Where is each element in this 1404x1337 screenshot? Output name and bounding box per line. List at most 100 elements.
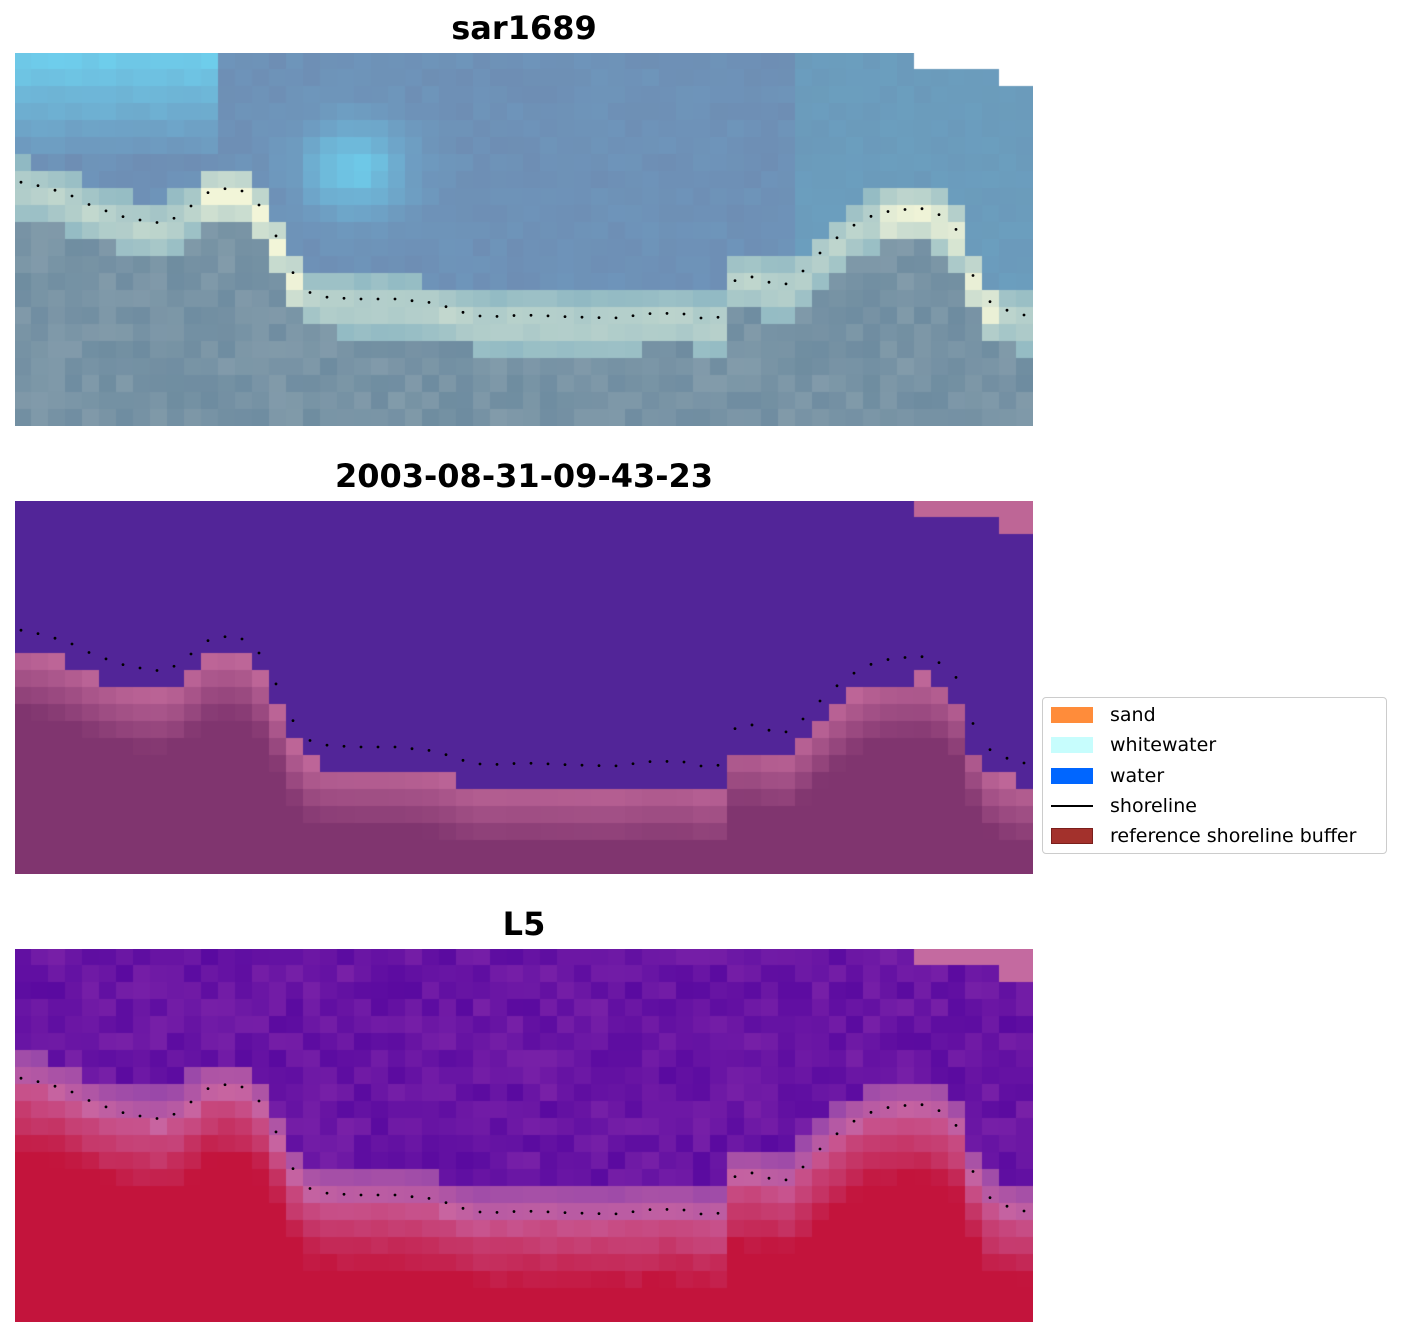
- legend-label: water: [1110, 765, 1165, 787]
- shoreline-point: [733, 727, 737, 730]
- shoreline-point: [869, 662, 873, 666]
- classification-image: [15, 501, 1033, 874]
- shoreline-overlay: [19, 1076, 1026, 1216]
- shoreline-point: [716, 763, 720, 767]
- shoreline-point: [580, 315, 584, 319]
- shoreline-point: [665, 312, 669, 315]
- shoreline-point: [257, 1099, 261, 1103]
- shoreline-point: [240, 1085, 244, 1089]
- shoreline-point: [920, 655, 924, 659]
- shoreline-point: [835, 1132, 839, 1136]
- shoreline-point: [869, 1110, 873, 1114]
- shoreline-point: [767, 280, 771, 284]
- shoreline-point: [699, 316, 703, 320]
- shoreline-point: [886, 658, 890, 661]
- shoreline-point: [954, 228, 958, 231]
- legend-label: reference shoreline buffer: [1110, 825, 1357, 847]
- shoreline-point: [1005, 756, 1009, 760]
- reference-buffer-swatch: [1051, 828, 1093, 844]
- legend-item-reference-buffer: reference shoreline buffer: [1051, 824, 1356, 848]
- shoreline-point: [886, 1106, 890, 1109]
- legend-item-shoreline: shoreline: [1051, 794, 1197, 818]
- shoreline-point: [495, 315, 499, 318]
- shoreline-point: [971, 274, 975, 277]
- shoreline-point: [614, 1212, 618, 1216]
- shoreline-point: [172, 664, 176, 668]
- shoreline-point: [682, 760, 686, 764]
- shoreline-point: [291, 1167, 295, 1170]
- shoreline-point: [155, 669, 159, 672]
- shoreline-point: [682, 312, 686, 316]
- shoreline-point: [801, 717, 805, 721]
- legend-item-sand: sand: [1051, 703, 1156, 727]
- shoreline-point: [784, 730, 788, 734]
- shoreline-point: [53, 188, 57, 192]
- shoreline-point: [1022, 1209, 1026, 1213]
- shoreline-point: [1022, 313, 1026, 317]
- shoreline-point: [138, 1114, 142, 1118]
- shoreline-point: [631, 1210, 635, 1214]
- shoreline-point: [478, 1210, 482, 1214]
- shoreline-point: [70, 1090, 74, 1094]
- shoreline-point: [410, 299, 414, 303]
- shoreline-point: [325, 1191, 329, 1195]
- shoreline-point: [342, 1192, 346, 1196]
- shoreline-point: [648, 760, 652, 764]
- shoreline-point: [223, 635, 227, 639]
- shoreline-point: [495, 1211, 499, 1214]
- shoreline-point: [104, 657, 108, 661]
- shoreline-point: [699, 1212, 703, 1216]
- shoreline-point: [19, 1076, 23, 1080]
- shoreline-point: [597, 316, 601, 319]
- shoreline-point: [342, 296, 346, 300]
- shoreline-point: [954, 676, 958, 679]
- shoreline-point: [563, 763, 567, 766]
- shoreline-point: [614, 316, 618, 320]
- panel-title-rgb: sar1689: [451, 9, 597, 47]
- shoreline-point: [1005, 1204, 1009, 1208]
- shoreline-point: [648, 1208, 652, 1212]
- shoreline-point: [393, 1193, 397, 1197]
- shoreline-point: [376, 297, 380, 301]
- shoreline-point: [342, 744, 346, 748]
- shoreline-point: [138, 218, 142, 222]
- shoreline-point: [784, 1178, 788, 1182]
- shoreline-point: [223, 1083, 227, 1087]
- shoreline-point: [19, 628, 23, 632]
- shoreline-point: [172, 216, 176, 220]
- shoreline-point: [971, 722, 975, 725]
- shoreline-point: [716, 1211, 720, 1215]
- shoreline-point: [801, 269, 805, 273]
- index-image-panel: [15, 949, 1033, 1322]
- shoreline-point: [648, 312, 652, 316]
- shoreline-point: [104, 209, 108, 213]
- shoreline-point: [937, 213, 941, 217]
- shoreline-point: [988, 300, 992, 304]
- shoreline-point: [478, 314, 482, 318]
- shoreline-point: [937, 661, 941, 665]
- shoreline-point: [53, 1084, 57, 1088]
- shoreline-point: [393, 745, 397, 749]
- shoreline-point: [597, 764, 601, 767]
- shoreline-point: [427, 749, 431, 752]
- shoreline-point: [36, 1080, 40, 1083]
- shoreline-point: [920, 1103, 924, 1107]
- shoreline-point: [546, 314, 550, 318]
- shoreline-point: [240, 189, 244, 193]
- shoreline-point: [750, 1171, 754, 1175]
- shoreline-point: [70, 642, 74, 646]
- shoreline-point: [36, 184, 40, 188]
- shoreline-point: [87, 203, 91, 206]
- shoreline-point: [444, 305, 448, 309]
- shoreline-point: [852, 671, 856, 675]
- shoreline-point: [665, 760, 669, 763]
- shoreline-point: [699, 764, 703, 768]
- water-swatch: [1051, 768, 1093, 784]
- rgb-image-panel: [15, 53, 1033, 426]
- shoreline-point: [240, 637, 244, 641]
- shoreline-point: [818, 251, 822, 255]
- shoreline-point: [427, 1197, 431, 1200]
- shoreline-point: [869, 214, 873, 218]
- shoreline-point: [716, 315, 720, 319]
- shoreline-point: [206, 191, 210, 195]
